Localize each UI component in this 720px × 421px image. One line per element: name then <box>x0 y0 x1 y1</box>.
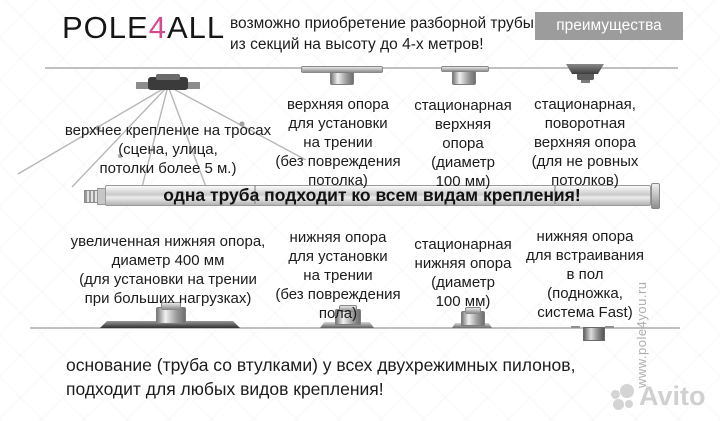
friction-bottom-mount-collar <box>339 305 357 312</box>
friction-bottom-mount-icon <box>320 322 374 328</box>
avito-watermark: Avito <box>610 380 710 414</box>
label-swivel-top-mount: стационарная, поворотная верхняя опора (… <box>531 96 639 189</box>
label-large-floor-base: увеличенная нижняя опора, диаметр 400 мм… <box>70 233 266 307</box>
cable-mount-icon <box>17 74 307 188</box>
label-floor-embed-mount: нижняя опора для встраивания в пол (подн… <box>526 228 644 321</box>
label-friction-top-mount: верхняя опора для установки на трении (б… <box>275 96 401 189</box>
label-friction-bottom-mount: нижняя опора для установки на трении (бе… <box>275 229 401 322</box>
pole-joint <box>554 185 556 204</box>
large-floor-base-icon <box>100 321 240 328</box>
logo-pre: POLE <box>62 10 149 45</box>
brand-logo: POLE4ALL <box>62 10 225 46</box>
header-note: возможно приобретение разборной трубы, и… <box>230 15 539 53</box>
advantages-button[interactable]: преимущества <box>535 12 683 40</box>
floor-embed-mount-icon <box>583 327 605 341</box>
swivel-top-mount-body <box>577 74 594 80</box>
avito-logo-icon <box>610 383 636 411</box>
label-fixed-top-mount: стационарная верхняя опора (диаметр 100 … <box>414 97 512 190</box>
pole-flange-icon <box>651 183 660 209</box>
avito-wordmark: Avito <box>639 381 706 411</box>
floor-embed-mark-right <box>605 326 614 328</box>
friction-top-mount-cylinder <box>330 72 354 85</box>
banner-text: одна труба подходит ко всем видам крепле… <box>163 184 581 205</box>
fixed-top-mount-cylinder <box>452 71 476 85</box>
fixed-bottom-mount-collar <box>465 307 481 314</box>
label-fixed-bottom-mount: стационарная нижняя опора (диаметр 100 м… <box>414 236 512 310</box>
footer-note: основание (труба со втулками) у всех дву… <box>66 355 576 399</box>
pole-banner: одна труба подходит ко всем видам крепле… <box>84 183 660 209</box>
pole-tube-icon <box>105 185 651 206</box>
floor-embed-mark-left <box>571 326 580 328</box>
logo-post: ALL <box>166 10 226 45</box>
swivel-top-mount-icon <box>566 64 604 74</box>
large-floor-base-collar <box>161 302 181 310</box>
logo-accent: 4 <box>148 10 167 45</box>
label-cable-mount: верхнее крепление на тросах (сцена, улиц… <box>64 122 272 177</box>
floor-line <box>30 327 680 329</box>
swivel-top-mount-pin <box>581 80 590 83</box>
pole-joint <box>254 185 256 204</box>
